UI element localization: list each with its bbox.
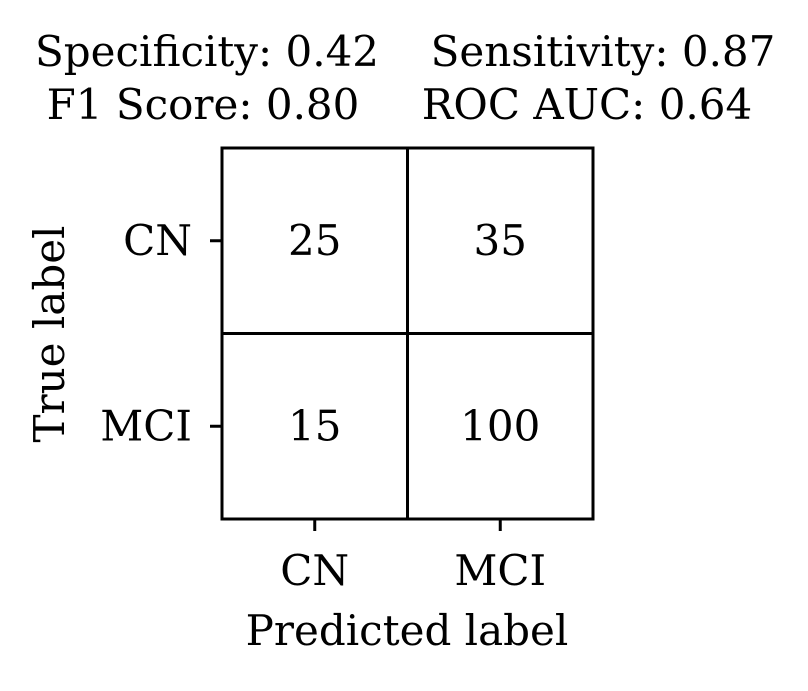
matrix-cell	[220, 332, 409, 521]
title-specificity: Specificity: 0.42	[35, 27, 379, 76]
matrix-cell	[220, 146, 409, 335]
y-tick-label: MCI	[100, 401, 192, 450]
title-roc-auc: ROC AUC: 0.64	[422, 80, 752, 129]
matrix-cell	[406, 332, 595, 521]
matrix-cell	[406, 146, 595, 335]
title-f1-score: F1 Score: 0.80	[47, 80, 360, 129]
x-axis-label: Predicted label	[246, 606, 569, 655]
matrix-cells: 25 35 15 100	[220, 146, 595, 521]
x-tick-label: CN	[280, 546, 349, 595]
axis-ticks: CN MCI CN MCI	[100, 216, 546, 595]
y-axis-label: True label	[25, 226, 74, 443]
cell-value-label: 35	[474, 216, 527, 265]
y-tick-label: CN	[123, 216, 192, 265]
cell-value-label: 15	[288, 401, 341, 450]
title-sensitivity: Sensitivity: 0.87	[431, 27, 776, 76]
chart-title: Specificity: 0.42 Sensitivity: 0.87 F1 S…	[35, 27, 775, 129]
cell-value-label: 100	[460, 401, 540, 450]
cell-value-label: 25	[288, 216, 341, 265]
x-tick-label: MCI	[454, 546, 546, 595]
